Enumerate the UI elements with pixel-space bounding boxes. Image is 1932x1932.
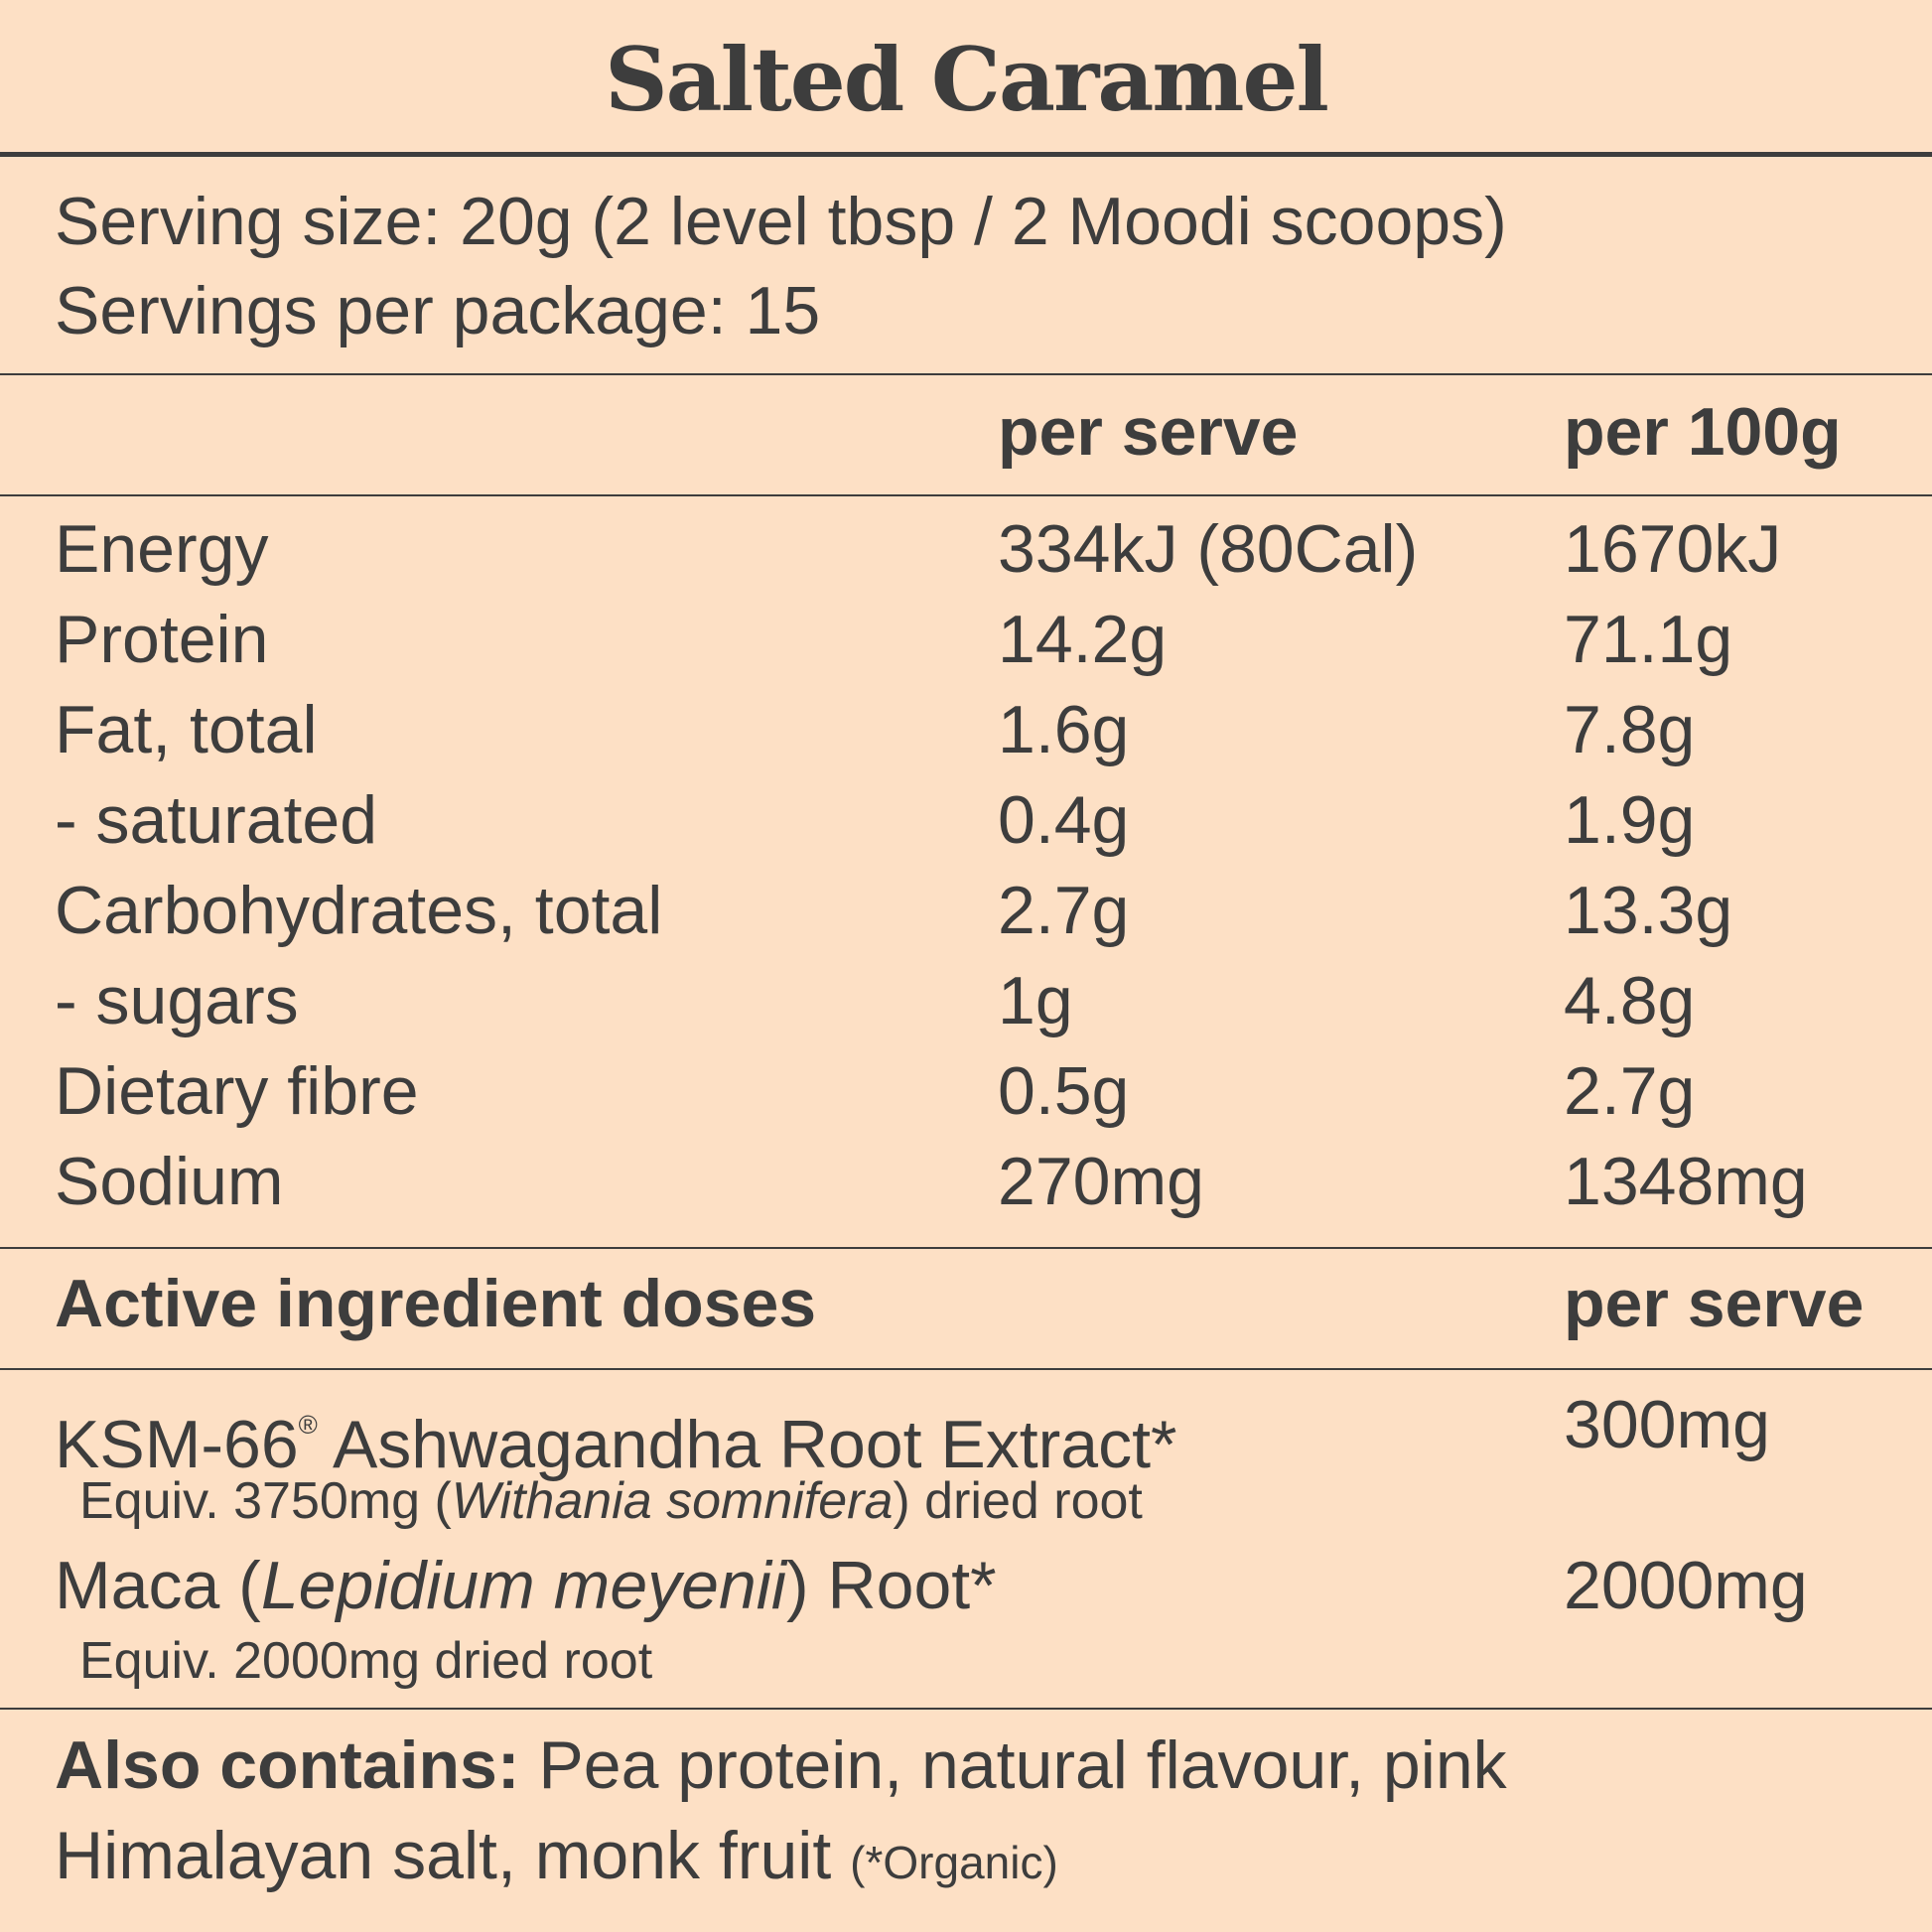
divider [0, 1247, 1932, 1249]
serving-size: Serving size: 20g (2 level tbsp / 2 Mood… [55, 184, 1507, 259]
per-serve-value: 1.6g [998, 692, 1130, 767]
nutrition-row-fat: Fat, total 1.6g 7.8g [0, 685, 1932, 774]
nutrient-label: Sodium [55, 1144, 284, 1219]
equiv-text: Equiv. 3750mg ( [79, 1472, 452, 1530]
ingredient-name-rest: Ashwagandha Root Extract* [317, 1407, 1177, 1482]
active-ingredient-ashwagandha: KSM-66® Ashwagandha Root Extract* [55, 1380, 1176, 1489]
per-serve-value: 1g [998, 963, 1073, 1038]
ingredient-name: KSM-66 [55, 1407, 299, 1482]
also-contains-line-2: Himalayan salt, monk fruit (*Organic) [55, 1811, 1058, 1907]
per-100g-value: 7.8g [1564, 692, 1696, 767]
nutrient-label: Fat, total [55, 692, 318, 767]
nutrient-label: Protein [55, 602, 269, 677]
nutrition-row-sodium: Sodium 270mg 1348mg [0, 1137, 1932, 1226]
product-title: Salted Caramel [605, 28, 1329, 131]
botanical-name: Withania somnifera [451, 1472, 894, 1530]
header-per-serve: per serve [998, 394, 1299, 470]
nutrient-label: Energy [55, 511, 269, 587]
organic-note: (*Organic) [850, 1837, 1058, 1888]
actives-heading: Active ingredient doses [55, 1266, 817, 1341]
botanical-name: Lepidium meyenii [260, 1548, 786, 1623]
per-100g-value: 1.9g [1564, 782, 1696, 858]
actives-per-serve-header: per serve [1564, 1266, 1864, 1341]
per-100g-value: 1670kJ [1564, 511, 1782, 587]
also-contains-label: Also contains: [55, 1727, 520, 1803]
maca-dose: 2000mg [1564, 1548, 1808, 1623]
nutrition-row-protein: Protein 14.2g 71.1g [0, 595, 1932, 684]
per-serve-value: 14.2g [998, 602, 1168, 677]
maca-equivalence: Equiv. 2000mg dried root [79, 1632, 653, 1690]
header-per-100g: per 100g [1564, 394, 1842, 470]
divider [0, 1368, 1932, 1370]
per-serve-value: 0.5g [998, 1053, 1130, 1129]
also-contains-line-1: Also contains: Pea protein, natural flav… [55, 1721, 1507, 1810]
per-100g-value: 71.1g [1564, 602, 1733, 677]
ashwagandha-equivalence: Equiv. 3750mg (Withania somnifera) dried… [79, 1471, 1143, 1531]
per-serve-value: 334kJ (80Cal) [998, 511, 1419, 587]
ingredient-name-rest: ) Root* [786, 1548, 997, 1623]
nutrition-row-carbohydrates: Carbohydrates, total 2.7g 13.3g [0, 866, 1932, 955]
per-serve-value: 0.4g [998, 782, 1130, 858]
per-100g-value: 13.3g [1564, 873, 1733, 948]
per-100g-value: 4.8g [1564, 963, 1696, 1038]
per-serve-value: 2.7g [998, 873, 1130, 948]
nutrition-row-sugars: - sugars 1g 4.8g [0, 956, 1932, 1045]
nutrition-row-saturated: - saturated 0.4g 1.9g [0, 775, 1932, 865]
nutrition-row-energy: Energy 334kJ (80Cal) 1670kJ [0, 504, 1932, 594]
nutrient-label: - saturated [55, 782, 378, 858]
nutrient-label: Dietary fibre [55, 1053, 419, 1129]
equiv-text: ) dried root [893, 1472, 1143, 1530]
per-serve-value: 270mg [998, 1144, 1204, 1219]
divider [0, 494, 1932, 496]
per-100g-value: 2.7g [1564, 1053, 1696, 1129]
divider [0, 152, 1932, 157]
registered-mark: ® [298, 1410, 318, 1440]
ashwagandha-dose: 300mg [1564, 1387, 1770, 1462]
servings-per-package: Servings per package: 15 [55, 273, 821, 348]
divider [0, 373, 1932, 375]
per-100g-value: 1348mg [1564, 1144, 1808, 1219]
nutrient-label: - sugars [55, 963, 299, 1038]
active-ingredient-maca: Maca (Lepidium meyenii) Root* [55, 1541, 997, 1630]
divider [0, 1708, 1932, 1710]
also-contains-text: Himalayan salt, monk fruit [55, 1818, 851, 1893]
ingredient-name: Maca ( [55, 1548, 261, 1623]
also-contains-text: Pea protein, natural flavour, pink [519, 1727, 1507, 1803]
nutrient-label: Carbohydrates, total [55, 873, 663, 948]
nutrition-row-fibre: Dietary fibre 0.5g 2.7g [0, 1046, 1932, 1136]
